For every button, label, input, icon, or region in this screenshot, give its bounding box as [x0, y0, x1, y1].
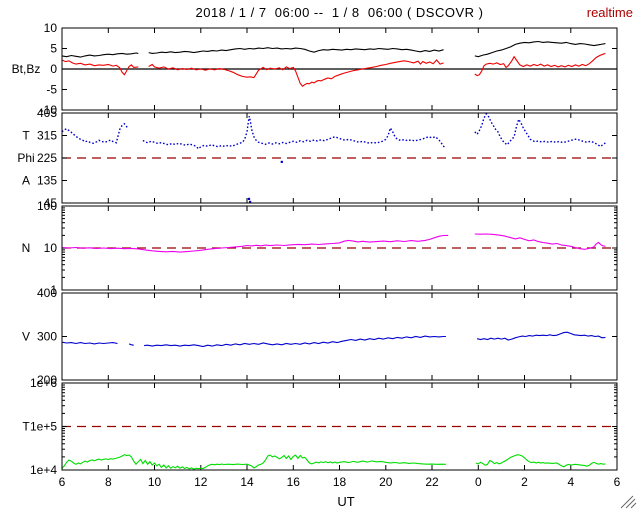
y-tick-label: 10 — [44, 21, 58, 35]
y-tick-label: 1e+5 — [30, 420, 57, 434]
x-tick-label: 4 — [567, 475, 574, 489]
panel-label-A: A — [22, 174, 30, 188]
panel-frame-magnetic-field — [61, 27, 618, 111]
y-tick-label: 135 — [37, 174, 57, 188]
panel-frame-velocity — [61, 292, 618, 381]
y-tick-label: 45 — [44, 196, 58, 210]
y-tick-label: 300 — [37, 330, 57, 344]
resize-grip-icon — [620, 495, 637, 509]
x-tick-label: 22 — [425, 475, 439, 489]
y-tick-label: 1e+4 — [30, 463, 57, 477]
x-tick-label: 12 — [194, 475, 208, 489]
panel-label-N: N — [22, 241, 31, 255]
series-N — [61, 233, 606, 253]
panel-label-Phi: Phi — [17, 151, 34, 165]
scatter-point-Phi-outliers — [247, 197, 251, 200]
x-tick-label: 10 — [148, 475, 162, 489]
scatter-point-Phi-outliers — [249, 200, 252, 203]
y-tick-label: 5 — [50, 42, 57, 56]
panel-frame-density — [61, 205, 618, 291]
x-tick-label: 6 — [614, 475, 621, 489]
y-tick-label: 315 — [37, 129, 57, 143]
series-T — [61, 454, 606, 470]
realtime-badge: realtime — [586, 5, 633, 20]
x-tick-label: 6 — [59, 475, 66, 489]
x-tick-label: 14 — [240, 475, 254, 489]
y-tick-label: 1e+6 — [30, 376, 57, 390]
scatter-point-Phi-outliers — [280, 160, 283, 163]
panel-frame-phi-angle — [61, 112, 618, 204]
y-tick-label: -5 — [46, 83, 57, 97]
x-tick-label: 2 — [521, 475, 528, 489]
series-V — [61, 331, 606, 348]
x-axis-title: UT — [337, 494, 355, 509]
y-tick-label: 1 — [50, 283, 57, 297]
panel-label-Bt,Bz: Bt,Bz — [12, 62, 41, 76]
series-Phi — [61, 112, 606, 150]
panel-label-V: V — [22, 330, 30, 344]
series-Bt — [61, 40, 606, 58]
y-tick-label: -10 — [40, 103, 58, 117]
y-tick-label: 400 — [37, 286, 57, 300]
y-tick-label: 405 — [37, 106, 57, 120]
series-Bz — [61, 52, 606, 87]
x-tick-label: 8 — [105, 475, 112, 489]
x-tick-label: 0 — [475, 475, 482, 489]
chart-title: 2018 / 1 / 7 06:00 -- 1 / 8 06:00 ( DSCO… — [195, 5, 484, 20]
y-tick-label: 0 — [50, 62, 57, 76]
y-tick-label: 225 — [37, 151, 57, 165]
x-tick-label: 18 — [333, 475, 347, 489]
y-tick-label: 10 — [44, 241, 58, 255]
y-tick-label: 100 — [37, 199, 57, 213]
panel-frame-temperature — [61, 382, 618, 471]
x-tick-label: 16 — [287, 475, 301, 489]
y-tick-label: 200 — [37, 373, 57, 387]
panel-label-T: T — [22, 129, 30, 143]
x-tick-label: 20 — [379, 475, 393, 489]
panel-label-T: T — [22, 420, 30, 434]
